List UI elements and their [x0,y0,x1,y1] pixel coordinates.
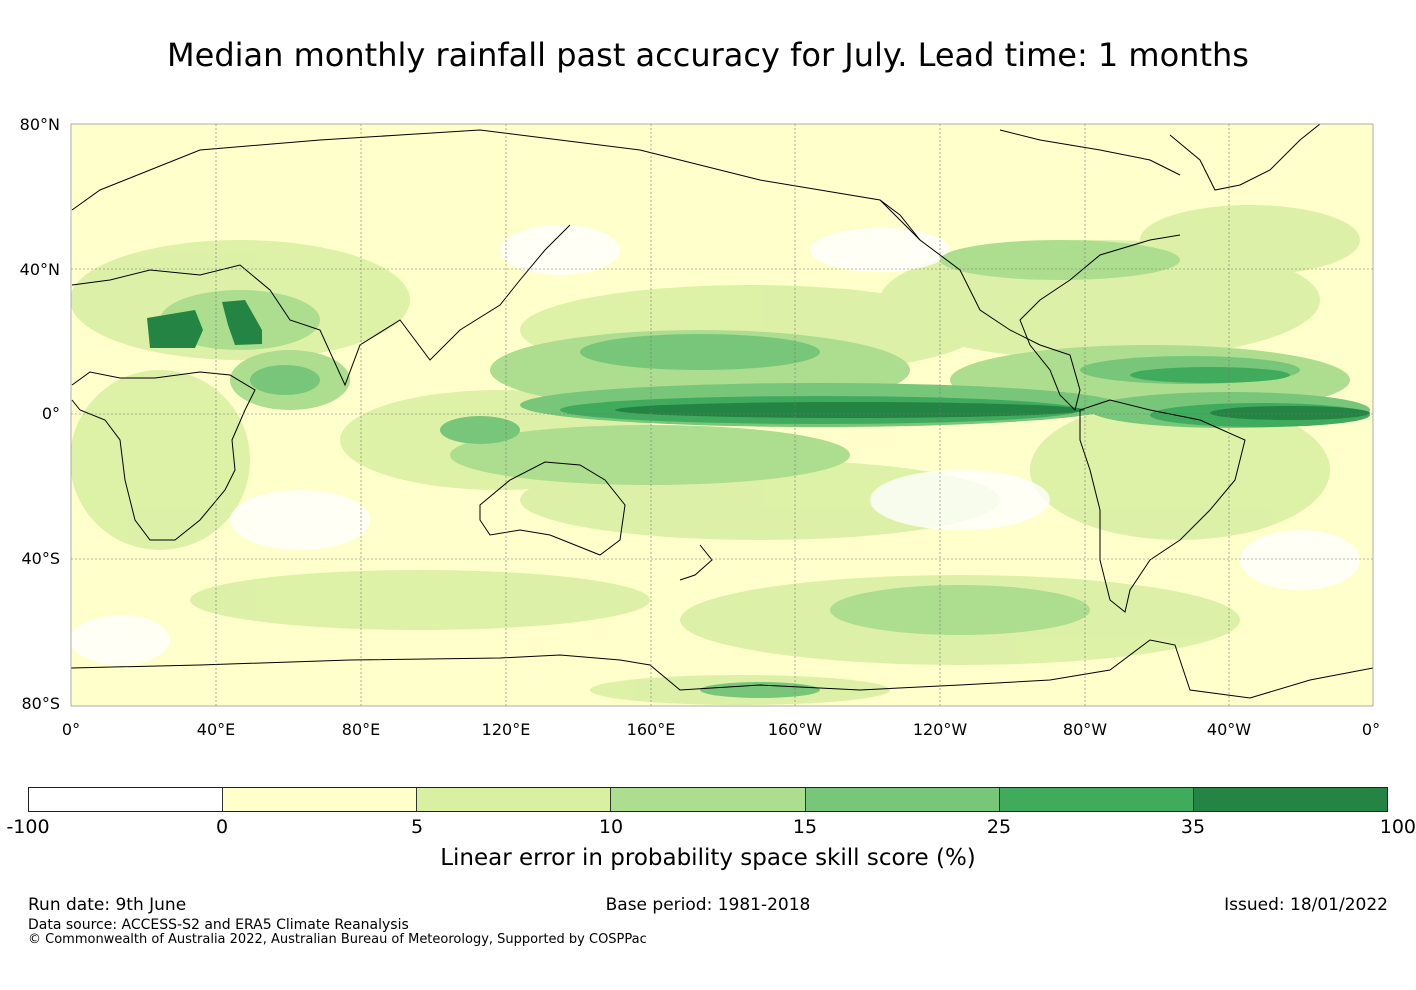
chart-title: Median monthly rainfall past accuracy fo… [167,36,1249,74]
colorbar-tick: 5 [410,816,424,838]
lon-label-0: 0° [61,720,81,739]
lon-label-40e: 40°E [196,720,236,739]
map-frame [70,123,1374,707]
lon-label-80w: 80°W [1062,720,1108,739]
lon-label-160e: 160°E [626,720,676,739]
graticule [71,124,1373,706]
base-period: Base period: 1981-2018 [605,895,811,915]
lon-label-120w: 120°W [912,720,968,739]
run-date: Run date: 9th June [28,895,187,915]
lon-label-120e: 120°E [481,720,531,739]
colorbar-tick: 15 [792,816,818,838]
copyright: © Commonwealth of Australia 2022, Austra… [28,932,647,947]
data-source: Data source: ACCESS-S2 and ERA5 Climate … [28,917,409,933]
colorbar-tick: 0 [215,816,229,838]
coastlines [71,124,1373,699]
colorbar-tick: 10 [598,816,624,838]
skill-map [70,123,1374,707]
colorbar-segment [999,788,1194,811]
colorbar-label: Linear error in probability space skill … [440,845,976,871]
colorbar-segment [417,788,612,811]
lat-label-0: 0° [41,404,60,423]
colorbar-segment [223,788,418,811]
colorbar-segment [805,788,1000,811]
lat-label-40n: 40°N [19,260,60,279]
lat-label-40s: 40°S [21,549,60,568]
colorbar-segment [1193,788,1387,811]
colorbar-tick: 35 [1180,816,1206,838]
lon-label-80e: 80°E [341,720,381,739]
colorbar [28,787,1388,812]
lon-label-0-end: 0° [1361,720,1381,739]
colorbar-segment [611,788,806,811]
colorbar-tick: 25 [986,816,1012,838]
lon-label-160w: 160°W [767,720,823,739]
colorbar-tick: 100 [1379,816,1416,838]
lon-label-40w: 40°W [1206,720,1252,739]
lat-label-80s: 80°S [21,694,60,713]
issued-date: Issued: 18/01/2022 [1224,895,1388,915]
colorbar-segment [29,788,224,811]
colorbar-tick: -100 [6,816,50,838]
lat-label-80n: 80°N [19,115,60,134]
